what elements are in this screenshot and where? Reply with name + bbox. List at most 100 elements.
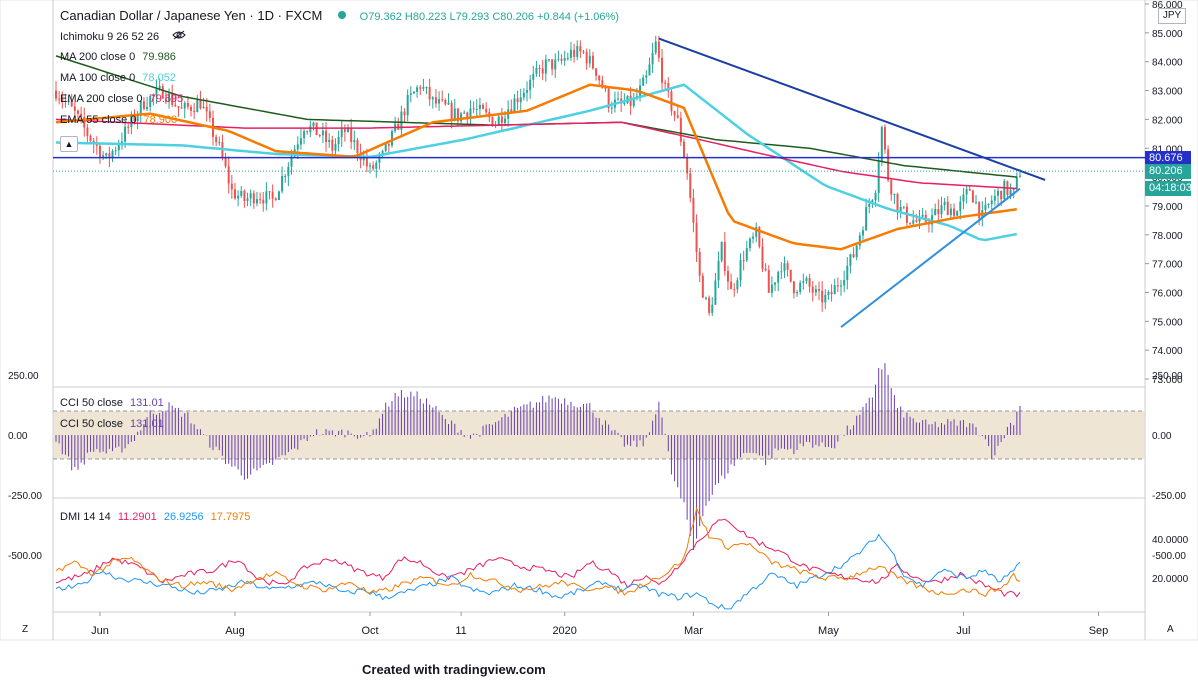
candle-body — [846, 265, 849, 281]
candle-body — [642, 77, 645, 86]
horizontal-line-price-tag: 80.676 — [1145, 150, 1191, 166]
candle-body — [390, 131, 393, 146]
price-tick-label: 86.000 — [1152, 0, 1183, 11]
source-label: FXCM — [285, 8, 323, 23]
candle-body — [937, 209, 940, 215]
candle-body — [861, 230, 864, 236]
candle-body — [679, 117, 682, 142]
candle-body — [516, 98, 519, 103]
candle-body — [595, 68, 598, 76]
last-price-tag: 80.206 — [1145, 164, 1191, 180]
candle-body — [504, 118, 507, 123]
candle-body — [409, 93, 412, 95]
candle-body — [934, 209, 937, 216]
candle-body — [519, 97, 522, 103]
price-tick-label: 82.000 — [1152, 115, 1183, 126]
candle-body — [623, 102, 626, 104]
candle-body — [723, 242, 726, 271]
candle-body — [569, 49, 572, 58]
candle-body — [811, 286, 814, 293]
cci-label: CCI 50 close — [60, 397, 123, 409]
candle-body — [431, 97, 434, 100]
cci-tick-label: -500.00 — [1152, 551, 1186, 562]
candle-body — [318, 135, 321, 137]
price-tick-label: 78.000 — [1152, 231, 1183, 242]
tradingview-credit: Created with tradingview.com — [362, 662, 546, 677]
candle-body — [538, 67, 541, 69]
candle-body — [774, 282, 777, 285]
cci-legend-2[interactable]: CCI 50 close 131.01 — [60, 418, 164, 430]
currency-unit-label[interactable]: JPY — [1158, 8, 1186, 24]
candle-body — [117, 145, 120, 151]
symbol-title[interactable]: Canadian Dollar / Japanese Yen — [60, 8, 246, 23]
time-label: 2020 — [552, 625, 576, 637]
candle-body — [833, 285, 836, 295]
candle-body — [824, 294, 827, 303]
interval-label[interactable]: 1D — [257, 8, 274, 23]
ema200-value: 79.595 — [149, 93, 184, 105]
candle-body — [610, 107, 613, 109]
cci-legend[interactable]: CCI 50 close 131.01 — [60, 397, 164, 409]
auto-scale-button[interactable]: A — [1167, 624, 1174, 635]
ma200-label: MA 200 close 0 — [60, 51, 136, 63]
dmi-legend[interactable]: DMI 14 14 11.2901 26.9256 17.7975 — [60, 511, 250, 523]
eye-hidden-icon[interactable] — [172, 30, 186, 43]
candle-body — [529, 79, 532, 91]
ema200-legend[interactable]: EMA 200 close 0 79.595 — [60, 93, 183, 105]
candle-body — [482, 104, 485, 109]
candle-body — [783, 263, 786, 272]
ma200-legend[interactable]: MA 200 close 0 79.986 — [60, 51, 176, 63]
candle-body — [858, 235, 861, 246]
candle-body — [350, 127, 353, 143]
ema55-legend[interactable]: EMA 55 close 0 78.908 — [60, 114, 177, 126]
candle-body — [711, 304, 714, 313]
collapse-legend-button[interactable]: ▲ — [60, 136, 78, 152]
candle-body — [902, 206, 905, 208]
candle-body — [830, 292, 833, 295]
candle-body — [704, 297, 707, 299]
candle-body — [444, 99, 447, 105]
candle-body — [1012, 188, 1015, 190]
candle-body — [419, 87, 422, 89]
countdown-tag: 04:18:03 — [1145, 181, 1192, 197]
candle-body — [673, 111, 676, 116]
candle-body — [695, 222, 698, 252]
candle-body — [208, 111, 211, 118]
candle-body — [296, 144, 299, 150]
candle-body — [786, 263, 789, 270]
candle-body — [108, 153, 111, 158]
candle-body — [259, 199, 262, 201]
candle-body — [598, 75, 601, 81]
candle-body — [547, 59, 550, 61]
candle-body — [133, 115, 136, 122]
candle-body — [604, 87, 607, 89]
candle-body — [86, 127, 89, 136]
candle-body — [588, 55, 591, 64]
ema200-label: EMA 200 close 0 — [60, 93, 143, 105]
candle-body — [573, 49, 576, 57]
ichimoku-legend[interactable]: Ichimoku 9 26 52 26 — [60, 30, 186, 43]
candle-body — [306, 131, 309, 133]
ma100-legend[interactable]: MA 100 close 0 78.052 — [60, 72, 176, 84]
candle-body — [180, 107, 183, 109]
candle-body — [281, 176, 284, 192]
candle-body — [714, 280, 717, 305]
candle-body — [356, 140, 359, 153]
candle-body — [761, 246, 764, 269]
candle-body — [752, 236, 755, 239]
candle-body — [111, 150, 114, 158]
timezone-button[interactable]: Z — [22, 624, 29, 635]
candle-body — [450, 102, 453, 119]
candle-body — [196, 100, 199, 113]
candle-body — [921, 214, 924, 217]
candle-body — [805, 278, 808, 282]
candle-body — [369, 165, 371, 167]
candle-body — [959, 201, 962, 212]
candle-body — [164, 98, 167, 102]
candle-body — [161, 86, 164, 99]
candle-body — [193, 110, 196, 113]
candle-body — [447, 102, 450, 105]
candle-body — [497, 116, 500, 125]
candle-body — [1018, 175, 1021, 177]
